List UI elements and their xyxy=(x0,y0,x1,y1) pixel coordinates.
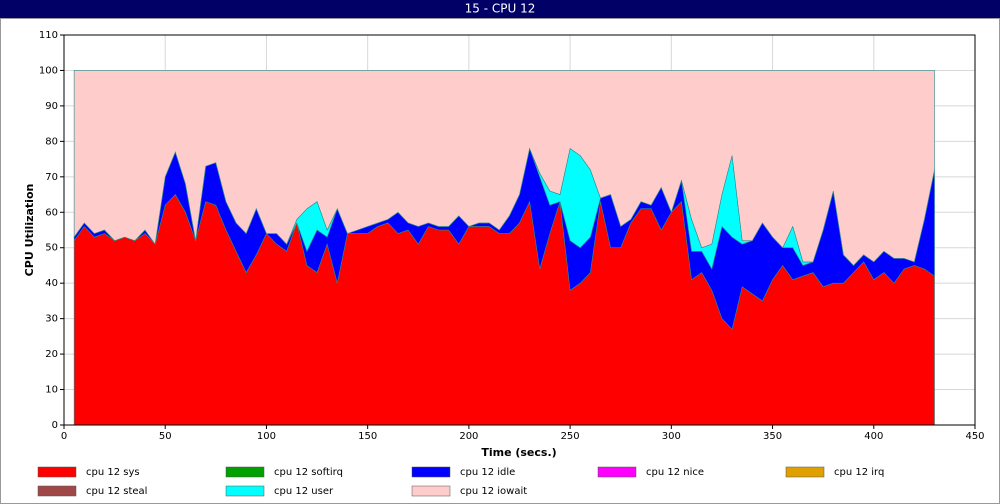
legend-label: cpu 12 nice xyxy=(646,467,704,478)
y-tick-label: 110 xyxy=(39,30,58,41)
x-tick-label: 200 xyxy=(459,431,478,442)
y-tick-label: 70 xyxy=(45,172,58,183)
x-tick-label: 50 xyxy=(159,431,172,442)
legend-swatch xyxy=(411,466,451,478)
legend-label: cpu 12 irq xyxy=(834,467,884,478)
y-tick-label: 30 xyxy=(45,314,58,325)
y-tick-label: 50 xyxy=(45,243,58,254)
y-tick-label: 80 xyxy=(45,136,58,147)
legend-swatch xyxy=(37,485,77,497)
legend-swatch xyxy=(37,466,77,478)
chart-title: 15 - CPU 12 xyxy=(465,2,536,16)
legend-label: cpu 12 sys xyxy=(86,467,140,478)
y-axis-label: CPU Utilization xyxy=(23,184,36,277)
x-tick-label: 100 xyxy=(257,431,276,442)
x-tick-label: 400 xyxy=(864,431,883,442)
y-tick-label: 20 xyxy=(45,349,58,360)
legend-label: cpu 12 softirq xyxy=(274,467,343,478)
legend-label: cpu 12 user xyxy=(274,486,334,497)
y-tick-label: 60 xyxy=(45,207,58,218)
x-axis-label: Time (secs.) xyxy=(481,446,556,459)
legend-swatch xyxy=(225,485,265,497)
x-tick-label: 300 xyxy=(662,431,681,442)
y-tick-label: 100 xyxy=(39,65,58,76)
legend-label: cpu 12 iowait xyxy=(460,486,527,497)
x-tick-label: 150 xyxy=(358,431,377,442)
legend-swatch xyxy=(597,466,637,478)
y-tick-label: 40 xyxy=(45,278,58,289)
x-tick-label: 0 xyxy=(61,431,67,442)
x-tick-label: 250 xyxy=(561,431,580,442)
plot-border xyxy=(63,34,976,426)
y-tick-label: 90 xyxy=(45,101,58,112)
y-tick-label: 10 xyxy=(45,385,58,396)
legend-swatch xyxy=(785,466,825,478)
legend-swatch xyxy=(225,466,265,478)
y-tick-label: 0 xyxy=(52,420,58,431)
title-bar xyxy=(0,0,1000,18)
legend-swatch xyxy=(411,485,451,497)
legend-label: cpu 12 steal xyxy=(86,486,147,497)
x-tick-label: 450 xyxy=(965,431,984,442)
legend-label: cpu 12 idle xyxy=(460,467,515,478)
area xyxy=(73,70,935,266)
x-tick-label: 350 xyxy=(763,431,782,442)
